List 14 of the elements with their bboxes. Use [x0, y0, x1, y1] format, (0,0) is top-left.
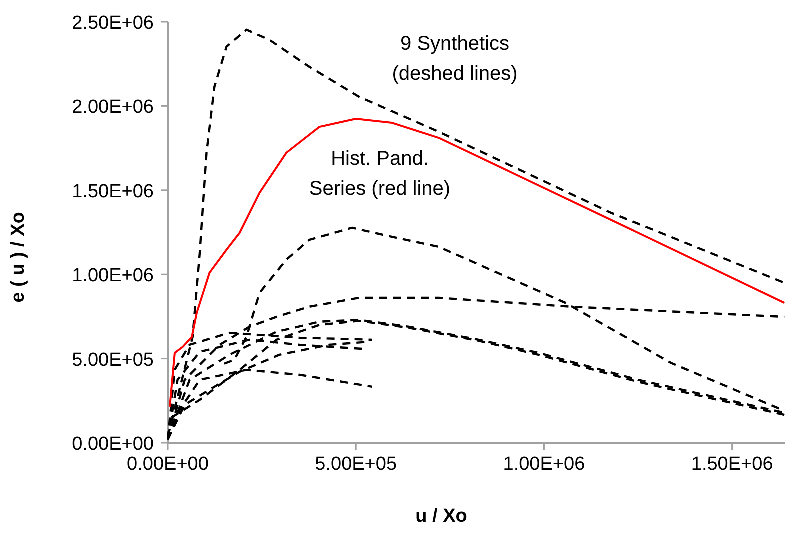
annotation: Hist. Pand. Series (red line): [309, 148, 451, 200]
x-axis-title: u / Xo: [416, 506, 468, 527]
y-tick-label: 5.00E+05: [72, 350, 154, 371]
annotation: 9 Synthetics (deshed lines): [392, 33, 518, 85]
y-tick-label: 2.50E+06: [72, 13, 154, 34]
y-tick-label: 2.00E+06: [72, 97, 154, 118]
x-tick-label: 5.00E+05: [315, 454, 398, 475]
x-tick-label: 0.00E+00: [127, 454, 209, 475]
x-tick-label: 1.50E+06: [691, 454, 774, 475]
y-axis-title: e ( u ) / Xo: [8, 212, 29, 303]
x-tick-label: 1.00E+06: [503, 454, 586, 475]
y-tick-label: 1.00E+06: [72, 266, 154, 287]
y-tick-label: 0.00E+00: [72, 434, 154, 455]
y-tick-label: 1.50E+06: [72, 181, 154, 202]
